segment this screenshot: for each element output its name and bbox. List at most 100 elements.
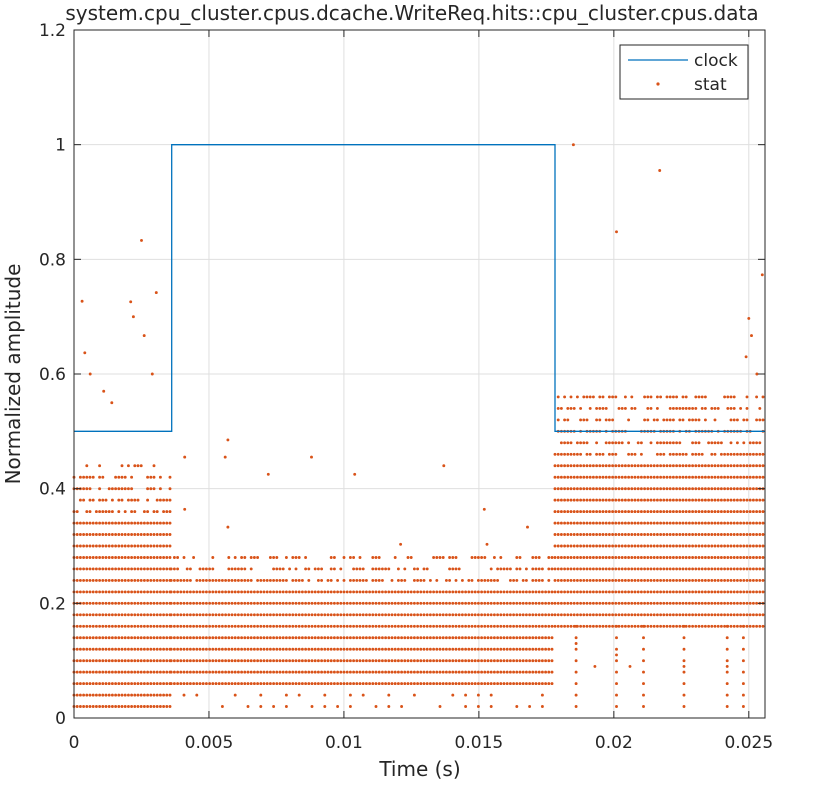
stat-point (761, 395, 765, 399)
stat-point (336, 578, 340, 582)
stat-point (639, 487, 643, 491)
stat-point (217, 636, 221, 640)
stat-point (502, 624, 506, 628)
x-axis-label: Time (s) (378, 757, 460, 781)
stat-point (716, 498, 720, 502)
stat-point (275, 567, 279, 571)
stat-point (120, 544, 124, 548)
stat-point (476, 601, 480, 605)
stat-point (98, 636, 102, 640)
stat-point (368, 601, 372, 605)
stat-point (133, 556, 137, 559)
stat-point (470, 624, 474, 628)
stat-point (486, 624, 490, 628)
stat-point (492, 659, 496, 663)
stat-point (268, 670, 272, 674)
stat-point (758, 533, 762, 536)
stat-point (739, 406, 743, 410)
stat-point (582, 544, 586, 548)
stat-point (480, 647, 484, 651)
stat-point (146, 578, 150, 582)
stat-point (195, 578, 199, 582)
stat-point (91, 682, 95, 686)
stat-point (761, 533, 765, 536)
stat-point (435, 578, 439, 582)
stat-point (288, 567, 292, 571)
stat-point (665, 521, 669, 525)
stat-point (227, 601, 231, 605)
stat-point (117, 659, 121, 663)
stat-point (403, 659, 407, 663)
stat-point (758, 624, 762, 628)
stat-point (697, 452, 701, 456)
stat-point (268, 647, 272, 651)
stat-point (117, 590, 121, 594)
stat-point (751, 533, 755, 536)
stat-point (179, 682, 183, 686)
stat-point (483, 601, 487, 605)
stat-point (633, 590, 637, 594)
stat-point (617, 406, 621, 410)
stat-point (204, 590, 208, 594)
stat-point (585, 395, 589, 399)
stat-point (735, 578, 739, 582)
stat-point (566, 556, 570, 559)
stat-point (566, 406, 570, 410)
stat-point (448, 624, 452, 628)
stat-point (364, 624, 368, 628)
stat-point (204, 624, 208, 628)
stat-point (88, 613, 92, 617)
stat-point (739, 464, 743, 468)
stat-point (158, 498, 162, 502)
stat-point (374, 601, 378, 605)
stat-point (524, 636, 528, 640)
stat-point (182, 613, 186, 617)
stat-point (761, 613, 765, 617)
stat-point (713, 452, 717, 456)
stat-point (470, 556, 474, 559)
stat-point (574, 636, 578, 640)
stat-point (162, 613, 166, 617)
stat-point (281, 670, 285, 674)
stat-point (364, 613, 368, 617)
stat-point (329, 647, 333, 651)
stat-point (342, 647, 346, 651)
stat-point (323, 590, 327, 594)
stat-point (294, 578, 298, 582)
stat-point (636, 533, 640, 536)
stat-point (710, 533, 714, 536)
stat-point (152, 670, 156, 674)
stat-point (168, 487, 172, 491)
stat-point (155, 590, 159, 594)
stat-point (678, 590, 682, 594)
stat-point (176, 636, 180, 640)
stat-point (464, 601, 468, 605)
stat-point (681, 452, 685, 456)
stat-point (104, 636, 108, 640)
stat-point (563, 475, 567, 479)
stat-point (454, 613, 458, 617)
stat-point (745, 601, 749, 605)
stat-point (448, 647, 452, 651)
stat-point (130, 613, 134, 617)
stat-point (94, 705, 98, 708)
stat-point (682, 682, 686, 686)
stat-point (726, 556, 730, 559)
stat-point (422, 567, 426, 571)
stat-point (620, 544, 624, 548)
stat-point (422, 659, 426, 663)
stat-point (259, 613, 263, 617)
stat-point (384, 659, 388, 663)
stat-point (146, 475, 150, 479)
stat-point (291, 624, 295, 628)
stat-point (278, 601, 282, 605)
stat-point (496, 647, 500, 651)
stat-point (678, 578, 682, 582)
stat-point (240, 659, 244, 663)
stat-point (438, 636, 442, 640)
stat-point (98, 659, 102, 663)
stat-point (284, 705, 288, 708)
stat-point (230, 567, 234, 571)
stat-point (575, 521, 579, 525)
stat-point (130, 590, 134, 594)
